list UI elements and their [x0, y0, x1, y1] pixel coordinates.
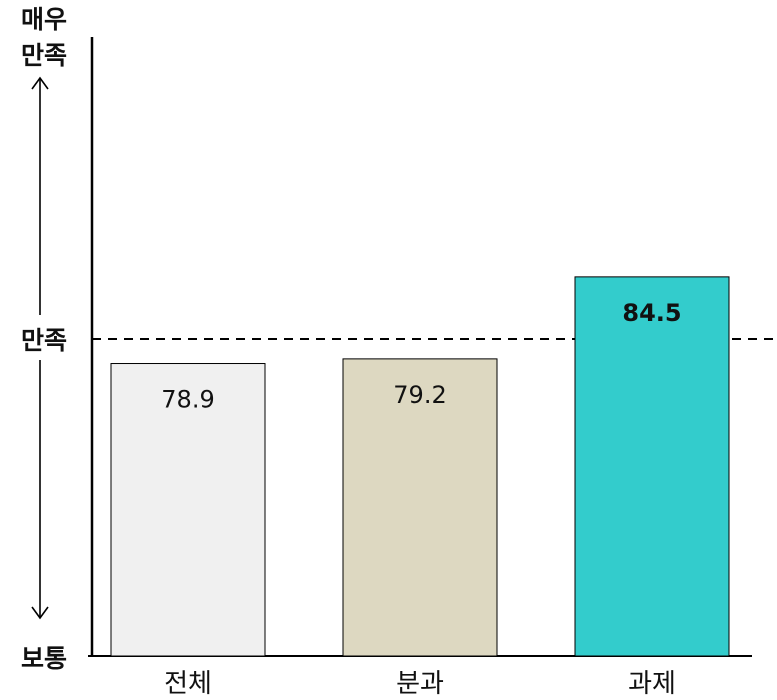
bar-value-label-3: 84.5	[622, 299, 681, 327]
bar-value-label-2: 79.2	[393, 381, 446, 409]
y-label-very-satisfied-line1: 매우	[21, 5, 67, 34]
bar-2	[342, 358, 498, 657]
y-label-very-satisfied-line2: 만족	[21, 41, 67, 70]
up-arrow-icon	[31, 76, 49, 315]
bar-1	[110, 363, 266, 657]
category-label-3: 과제	[628, 669, 676, 699]
bar-3	[574, 276, 730, 657]
y-label-neutral: 보통	[21, 644, 67, 673]
category-label-2: 분과	[396, 669, 444, 699]
bar-value-label-1: 78.9	[161, 386, 214, 414]
y-label-satisfied: 만족	[21, 326, 67, 355]
category-label-1: 전체	[164, 669, 212, 699]
down-arrow-icon	[31, 360, 49, 620]
